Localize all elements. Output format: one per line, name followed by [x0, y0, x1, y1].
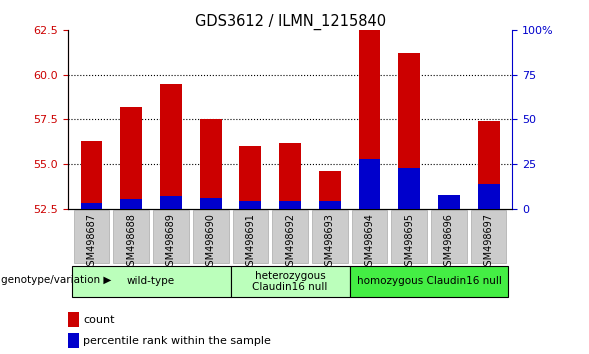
FancyBboxPatch shape [233, 210, 268, 263]
Bar [279, 143, 301, 209]
Text: count: count [83, 315, 114, 325]
Text: GSM498687: GSM498687 [87, 213, 97, 272]
Title: GDS3612 / ILMN_1215840: GDS3612 / ILMN_1215840 [194, 14, 386, 30]
Bar [68, 312, 78, 327]
FancyBboxPatch shape [193, 210, 229, 263]
Bar [438, 195, 460, 209]
Text: GSM498697: GSM498697 [484, 213, 494, 272]
FancyBboxPatch shape [312, 210, 348, 263]
Text: GSM498694: GSM498694 [365, 213, 375, 272]
Bar [200, 198, 221, 209]
Text: GSM498695: GSM498695 [404, 213, 414, 272]
Text: wild-type: wild-type [127, 276, 175, 286]
Bar [240, 146, 262, 209]
Bar [68, 333, 78, 348]
Bar [160, 84, 182, 209]
Bar [359, 30, 380, 209]
Text: GSM498689: GSM498689 [166, 213, 176, 272]
Bar [279, 201, 301, 209]
FancyBboxPatch shape [230, 266, 350, 297]
Bar [200, 119, 221, 209]
Bar [120, 199, 142, 209]
Text: GSM498693: GSM498693 [325, 213, 335, 272]
Bar [81, 141, 102, 209]
Text: GSM498692: GSM498692 [285, 213, 295, 272]
Bar [478, 121, 499, 209]
Bar [120, 107, 142, 209]
Bar [319, 201, 340, 209]
Bar [438, 196, 460, 209]
FancyBboxPatch shape [72, 266, 230, 297]
Text: GSM498696: GSM498696 [444, 213, 454, 272]
FancyBboxPatch shape [431, 210, 466, 263]
Text: homozygous Claudin16 null: homozygous Claudin16 null [356, 276, 501, 286]
Text: genotype/variation ▶: genotype/variation ▶ [1, 275, 111, 285]
Text: percentile rank within the sample: percentile rank within the sample [83, 336, 271, 346]
Text: heterozygous
Claudin16 null: heterozygous Claudin16 null [253, 270, 327, 292]
Bar [398, 168, 420, 209]
Bar [398, 53, 420, 209]
Bar [81, 202, 102, 209]
Bar [319, 171, 340, 209]
Text: GSM498688: GSM498688 [126, 213, 136, 272]
FancyBboxPatch shape [272, 210, 308, 263]
Bar [240, 201, 262, 209]
FancyBboxPatch shape [471, 210, 507, 263]
FancyBboxPatch shape [350, 266, 508, 297]
FancyBboxPatch shape [352, 210, 388, 263]
FancyBboxPatch shape [74, 210, 110, 263]
Bar [359, 159, 380, 209]
FancyBboxPatch shape [153, 210, 189, 263]
Bar [478, 184, 499, 209]
FancyBboxPatch shape [391, 210, 427, 263]
Text: GSM498691: GSM498691 [246, 213, 256, 272]
Text: GSM498690: GSM498690 [206, 213, 216, 272]
FancyBboxPatch shape [114, 210, 149, 263]
Bar [160, 196, 182, 209]
